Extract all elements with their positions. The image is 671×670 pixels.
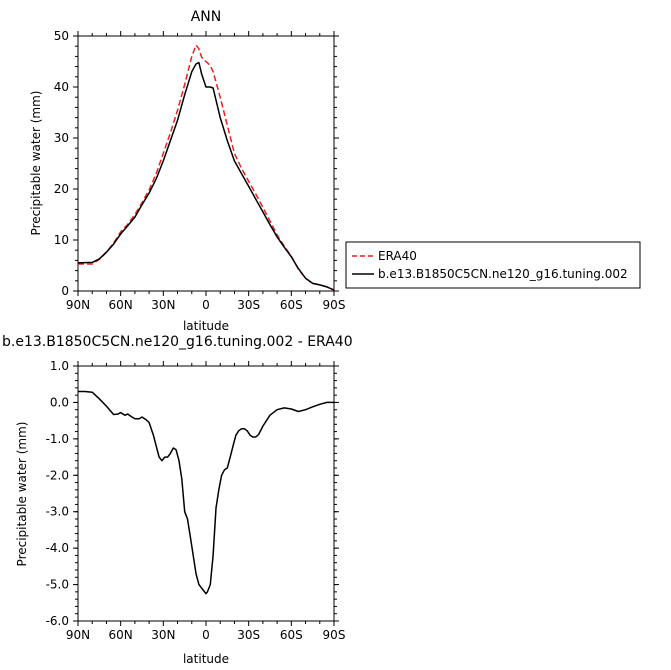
- bottom-y-tick-label: -6.0: [46, 614, 69, 628]
- legend-label-model: b.e13.B1850C5CN.ne120_g16.tuning.002: [378, 267, 628, 281]
- top-y-tick-label: 50: [54, 29, 69, 43]
- bottom-x-tick-label: 0: [202, 628, 210, 642]
- top-x-tick-label: 90S: [323, 298, 346, 312]
- top-series-line-0: [78, 44, 335, 291]
- top-x-tick-label: 60N: [109, 298, 133, 312]
- top-frame: [77, 35, 335, 292]
- bottom-y-tick-label: 0.0: [50, 395, 69, 409]
- top-x-tick-label: 0: [202, 298, 210, 312]
- bottom-x-tick-label: 60N: [109, 628, 133, 642]
- bottom-y-tick-label: -2.0: [46, 468, 69, 482]
- top-chart-title: ANN: [191, 9, 222, 25]
- top-x-tick-label: 30N: [151, 298, 175, 312]
- bottom-y-tick-label: -1.0: [46, 432, 69, 446]
- top-chart: ANN 90N 60N 30N 0 30S 60S 90S 0 10 20 30 40 50 latit…: [29, 9, 345, 333]
- bottom-x-tick-label: 90N: [66, 628, 90, 642]
- top-y-axis-label: Precipitable water (mm): [29, 91, 43, 236]
- top-x-tick-label: 30S: [237, 298, 260, 312]
- bottom-y-axis-label: Precipitable water (mm): [15, 422, 29, 567]
- bottom-y-tick-label: -5.0: [46, 578, 69, 592]
- top-x-axis-label: latitude: [183, 319, 229, 333]
- bottom-y-tick-label: -4.0: [46, 541, 69, 555]
- bottom-x-axis-label: latitude: [183, 652, 229, 666]
- bottom-frame: [77, 365, 335, 622]
- top-x-tick-label: 60S: [280, 298, 303, 312]
- top-y-tick-label: 40: [54, 80, 69, 94]
- top-y-tick-label: 20: [54, 182, 69, 196]
- bottom-x-tick-label: 60S: [280, 628, 303, 642]
- bottom-plot-area: 90N 60N 30N 0 30S 60S 90S -6.0 -5.0 -4.0 -3.0 -2.0 -…: [46, 359, 346, 642]
- top-y-tick-label: 0: [61, 284, 69, 298]
- bottom-x-tick-label: 30S: [237, 628, 260, 642]
- bottom-chart: b.e13.B1850C5CN.ne120_g16.tuning.002 - E…: [2, 334, 353, 666]
- top-y-tick-label: 10: [54, 233, 69, 247]
- legend-box: [345, 241, 641, 289]
- legend-label-era40: ERA40: [378, 249, 417, 263]
- top-y-tick-label: 30: [54, 131, 69, 145]
- legend: ERA40 b.e13.B1850C5CN.ne120_g16.tuning.0…: [345, 241, 641, 289]
- bottom-chart-title: b.e13.B1850C5CN.ne120_g16.tuning.002 - E…: [2, 334, 353, 350]
- top-series-line-1: [77, 61, 335, 291]
- bottom-x-tick-label: 30N: [151, 628, 175, 642]
- bottom-y-tick-label: -3.0: [46, 505, 69, 519]
- bottom-x-tick-label: 90S: [323, 628, 346, 642]
- bottom-y-tick-label: 1.0: [50, 359, 69, 373]
- top-plot-area: 90N 60N 30N 0 30S 60S 90S 0 10 20 30 40 50: [54, 29, 346, 312]
- top-x-tick-label: 90N: [66, 298, 90, 312]
- bottom-series-line-0: [78, 390, 334, 595]
